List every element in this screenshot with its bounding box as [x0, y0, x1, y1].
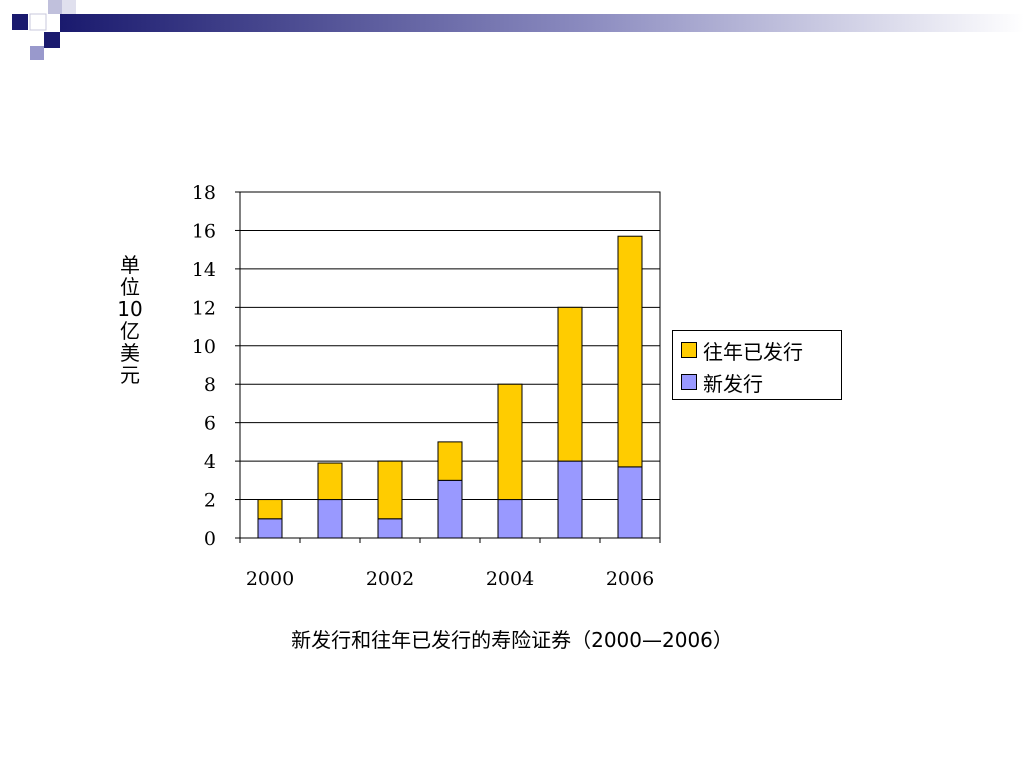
y-axis-label-line: 美 — [120, 341, 140, 365]
deco-square — [29, 13, 47, 31]
legend-label: 往年已发行 — [703, 339, 803, 364]
y-tick-label: 2 — [204, 490, 216, 512]
legend-label: 新发行 — [703, 371, 763, 396]
legend-swatch-icon — [681, 374, 697, 390]
y-axis-label: 单 位 10 亿 美 元 — [112, 254, 148, 386]
deco-square — [12, 14, 28, 30]
y-tick-label: 6 — [204, 413, 216, 435]
bar-segment — [377, 460, 403, 520]
y-tick-label: 18 — [192, 182, 216, 204]
bar-segment — [557, 306, 583, 462]
bar-segment — [617, 235, 643, 468]
bar-segment — [617, 466, 643, 539]
x-tick-label: 2006 — [606, 568, 654, 590]
slide-decoration — [12, 0, 1024, 60]
bar-segment — [437, 479, 463, 539]
y-tick-label: 8 — [204, 374, 216, 396]
y-tick-label: 16 — [192, 220, 216, 242]
x-tick-label: 2004 — [486, 568, 534, 590]
y-tick-label: 0 — [204, 528, 216, 550]
bar-segment — [317, 499, 343, 539]
x-tick-label: 2002 — [366, 568, 414, 590]
y-axis-label-line: 位 — [120, 275, 140, 299]
legend-item-past-issued: 往年已发行 — [681, 337, 803, 364]
y-tick-label: 14 — [192, 259, 216, 281]
stacked-bar-chart: 0 2 4 6 8 10 12 14 16 18 2000 2002 2004 2006 — [192, 182, 661, 590]
legend-item-new-issued: 新发行 — [681, 369, 763, 396]
y-axis-label-line: 亿 — [120, 319, 140, 343]
bar-segment — [497, 383, 523, 501]
header-band — [60, 14, 1024, 32]
y-axis-label-line: 10 — [117, 297, 143, 321]
legend-swatch-icon — [681, 342, 697, 358]
chart-caption: 新发行和往年已发行的寿险证券（2000—2006） — [291, 628, 733, 652]
bar-segment — [497, 499, 523, 539]
x-tick-label: 2000 — [246, 568, 294, 590]
bar-segment — [437, 441, 463, 481]
y-tick-label: 4 — [204, 451, 216, 473]
bar-segment — [377, 518, 403, 539]
y-axis-label-line: 元 — [120, 363, 140, 387]
deco-square — [30, 46, 44, 60]
y-axis-label-line: 单 — [120, 253, 140, 277]
bar-segment — [557, 460, 583, 539]
y-tick-label: 10 — [192, 336, 216, 358]
bar-segment — [317, 462, 343, 501]
deco-square — [62, 0, 76, 14]
deco-square — [44, 32, 60, 48]
chart-legend: 往年已发行 新发行 — [672, 330, 842, 400]
y-tick-label: 12 — [192, 297, 216, 319]
bar-segment — [257, 518, 283, 539]
bar-segment — [257, 499, 283, 520]
deco-square — [48, 0, 62, 14]
